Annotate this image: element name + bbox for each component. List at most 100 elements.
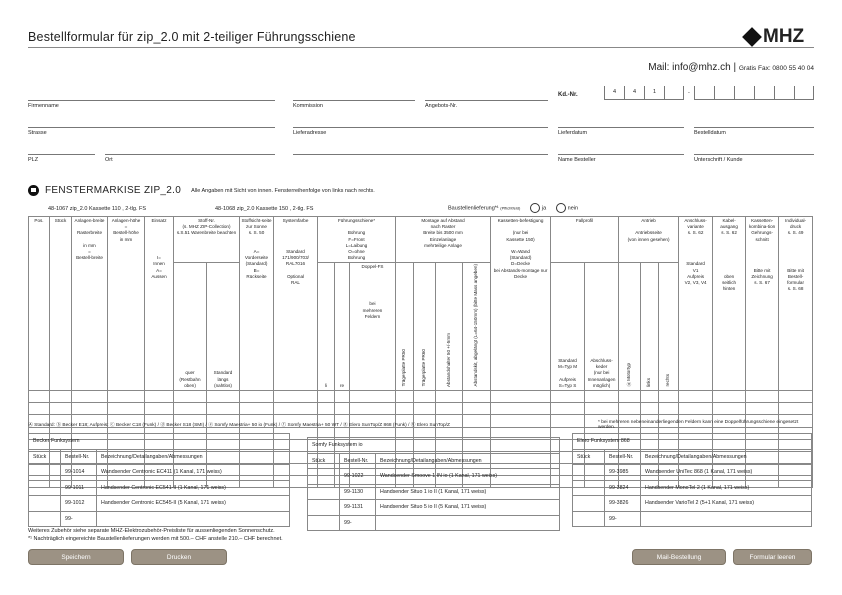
input-cell[interactable]	[173, 389, 207, 404]
input-cell[interactable]	[490, 414, 552, 428]
quantity-input[interactable]	[307, 483, 340, 500]
name-besteller-field[interactable]: Name Besteller	[558, 154, 684, 163]
radio-ja[interactable]	[529, 203, 540, 213]
input-cell[interactable]	[71, 402, 108, 416]
input-cell[interactable]	[618, 389, 642, 404]
kd-digit[interactable]	[694, 86, 714, 100]
input-cell[interactable]	[745, 389, 780, 404]
input-cell[interactable]	[71, 389, 108, 404]
kommission-field[interactable]: Kommission	[293, 100, 415, 109]
input-cell[interactable]	[144, 389, 174, 404]
kd-digit[interactable]	[754, 86, 774, 100]
input-cell[interactable]	[349, 402, 396, 416]
col-pr50: Trägerplatte PR50	[395, 262, 414, 391]
input-cell[interactable]	[395, 402, 414, 416]
angebot-field[interactable]: Angebots-Nr.	[425, 100, 548, 109]
input-cell[interactable]	[461, 414, 492, 428]
input-cell[interactable]	[107, 402, 145, 416]
kd-digit[interactable]	[714, 86, 734, 100]
kd-digit[interactable]: 4	[624, 86, 644, 100]
lieferdatum-field[interactable]: Lieferdatum	[558, 127, 684, 136]
kd-digit[interactable]	[734, 86, 754, 100]
input-cell[interactable]	[550, 414, 586, 428]
input-cell[interactable]	[584, 402, 620, 416]
input-cell[interactable]	[678, 389, 714, 404]
input-cell[interactable]	[206, 389, 240, 404]
list-cell: 99-1012	[60, 495, 97, 512]
plz-field[interactable]: PLZ	[28, 154, 95, 163]
kd-digit[interactable]: 4	[604, 86, 624, 100]
input-cell[interactable]	[144, 402, 174, 416]
quantity-input[interactable]	[307, 468, 340, 485]
list-cell: 99-1022	[339, 468, 376, 485]
save-button[interactable]: Speichern	[28, 549, 124, 565]
input-cell[interactable]	[413, 402, 436, 416]
input-cell[interactable]	[28, 402, 50, 416]
input-cell[interactable]	[550, 402, 586, 416]
quantity-input[interactable]	[572, 510, 605, 527]
input-cell[interactable]	[778, 389, 814, 404]
input-cell[interactable]	[461, 389, 492, 404]
unterschrift-field[interactable]: Unterschrift / Kunde	[694, 154, 814, 163]
input-cell[interactable]	[490, 389, 552, 404]
input-cell[interactable]	[395, 389, 414, 404]
input-cell[interactable]	[317, 402, 335, 416]
input-cell[interactable]	[49, 389, 72, 404]
input-cell[interactable]	[349, 389, 396, 404]
input-cell[interactable]	[206, 402, 240, 416]
input-cell[interactable]	[712, 389, 747, 404]
input-cell[interactable]	[107, 389, 145, 404]
firmenname-field[interactable]: Firmenname	[28, 100, 275, 109]
input-cell[interactable]	[273, 389, 318, 404]
kd-digit[interactable]: 1	[644, 86, 664, 100]
print-button[interactable]: Drucken	[131, 549, 227, 565]
input-cell[interactable]	[317, 389, 335, 404]
input-cell[interactable]	[334, 389, 350, 404]
input-cell[interactable]	[334, 402, 350, 416]
radio-nein[interactable]	[555, 203, 566, 213]
input-cell[interactable]	[28, 389, 50, 404]
input-cell[interactable]	[658, 389, 680, 404]
quantity-input[interactable]	[28, 510, 61, 527]
quantity-input[interactable]	[28, 495, 61, 512]
input-cell[interactable]	[413, 389, 436, 404]
mail-button[interactable]: Mail-Bestellung	[632, 549, 726, 565]
input-cell[interactable]	[550, 389, 586, 404]
input-cell[interactable]	[435, 389, 463, 404]
quantity-input[interactable]	[572, 464, 605, 481]
clear-button[interactable]: Formular leeren	[733, 549, 812, 565]
input-cell[interactable]	[173, 402, 207, 416]
input-cell[interactable]	[678, 402, 714, 416]
kd-digit[interactable]	[774, 86, 794, 100]
input-cell[interactable]	[273, 402, 318, 416]
input-cell[interactable]	[640, 389, 660, 404]
input-cell[interactable]	[490, 402, 552, 416]
quantity-input[interactable]	[572, 495, 605, 512]
input-cell[interactable]	[435, 402, 463, 416]
ort-field[interactable]: Ort	[105, 154, 275, 163]
quantity-input[interactable]	[572, 479, 605, 496]
input-cell[interactable]	[640, 402, 660, 416]
quantity-input[interactable]	[28, 464, 61, 481]
input-cell[interactable]	[778, 402, 814, 416]
bestelldatum-field[interactable]: Bestelldatum	[694, 127, 814, 136]
kd-digit[interactable]	[794, 86, 814, 100]
quantity-input[interactable]	[28, 479, 61, 496]
input-cell[interactable]	[745, 402, 780, 416]
input-cell[interactable]	[658, 402, 680, 416]
input-cell[interactable]	[239, 402, 274, 416]
lieferadresse-field[interactable]: Lieferadresse	[293, 127, 548, 136]
footer-notes: Weiteres Zubehör siehe separate MHZ-Elek…	[28, 527, 283, 544]
strasse-field[interactable]: Strasse	[28, 127, 275, 136]
input-cell[interactable]	[584, 389, 620, 404]
lieferadresse2-field[interactable]	[293, 154, 548, 157]
input-cell[interactable]	[239, 389, 274, 404]
quantity-input[interactable]	[307, 514, 340, 531]
input-cell[interactable]	[618, 402, 642, 416]
input-cell[interactable]	[49, 402, 72, 416]
input-cell[interactable]	[461, 402, 492, 416]
input-cell[interactable]	[712, 402, 747, 416]
kd-digit[interactable]	[664, 86, 684, 100]
list-title: Elero Funksystem 868	[572, 433, 812, 450]
quantity-input[interactable]	[307, 499, 340, 516]
